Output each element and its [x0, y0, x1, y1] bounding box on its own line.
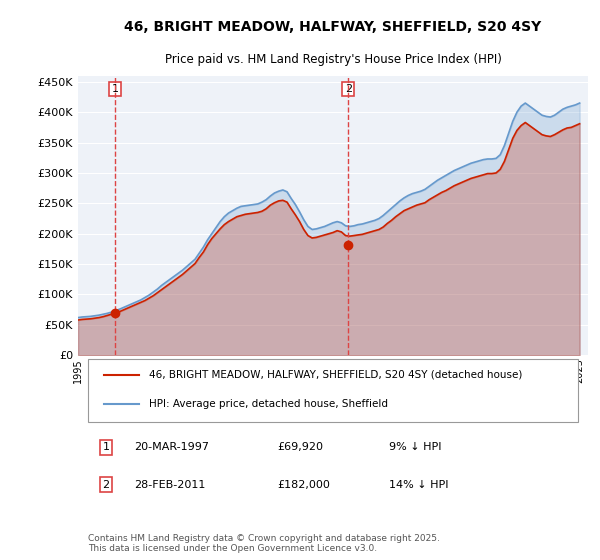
FancyBboxPatch shape [88, 359, 578, 422]
Text: 46, BRIGHT MEADOW, HALFWAY, SHEFFIELD, S20 4SY: 46, BRIGHT MEADOW, HALFWAY, SHEFFIELD, S… [124, 20, 542, 34]
Text: 14% ↓ HPI: 14% ↓ HPI [389, 479, 449, 489]
Text: HPI: Average price, detached house, Sheffield: HPI: Average price, detached house, Shef… [149, 399, 388, 409]
Text: 28-FEB-2011: 28-FEB-2011 [134, 479, 205, 489]
Text: 9% ↓ HPI: 9% ↓ HPI [389, 442, 442, 452]
Text: £182,000: £182,000 [277, 479, 330, 489]
Text: 46, BRIGHT MEADOW, HALFWAY, SHEFFIELD, S20 4SY (detached house): 46, BRIGHT MEADOW, HALFWAY, SHEFFIELD, S… [149, 370, 523, 380]
Text: 1: 1 [103, 442, 110, 452]
Text: Price paid vs. HM Land Registry's House Price Index (HPI): Price paid vs. HM Land Registry's House … [164, 53, 502, 66]
Text: 2: 2 [103, 479, 110, 489]
Text: 1: 1 [112, 84, 119, 94]
Text: Contains HM Land Registry data © Crown copyright and database right 2025.
This d: Contains HM Land Registry data © Crown c… [88, 534, 440, 553]
Text: 20-MAR-1997: 20-MAR-1997 [134, 442, 209, 452]
Text: £69,920: £69,920 [277, 442, 323, 452]
Text: 2: 2 [344, 84, 352, 94]
